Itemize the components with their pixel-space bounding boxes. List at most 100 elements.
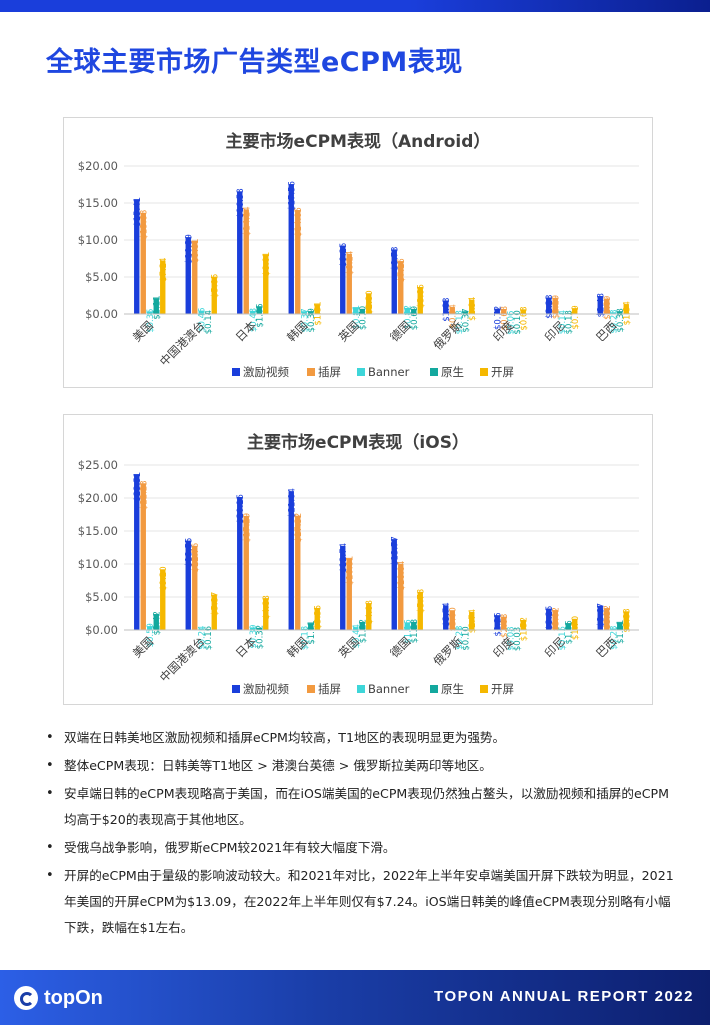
bar-原生 bbox=[411, 621, 417, 630]
data-label: $0.63 bbox=[520, 306, 530, 330]
data-label: $0.72 bbox=[494, 306, 504, 330]
data-label: $0.06 bbox=[507, 311, 517, 335]
data-label: $0.35 bbox=[146, 308, 156, 332]
bar-激励视频 bbox=[391, 249, 397, 314]
data-label: $21.04 bbox=[288, 488, 298, 518]
bar-开屏 bbox=[314, 607, 320, 630]
data-label: $17.29 bbox=[243, 513, 253, 543]
data-label: $9.81 bbox=[191, 238, 201, 262]
bar-开屏 bbox=[469, 299, 475, 314]
bar-Banner bbox=[404, 307, 410, 314]
bar-激励视频 bbox=[134, 199, 140, 314]
bar-开屏 bbox=[366, 603, 372, 630]
legend-swatch bbox=[430, 685, 438, 693]
data-label: $2.23 bbox=[545, 294, 555, 318]
data-label: $22.23 bbox=[140, 480, 150, 510]
data-label: $1.83 bbox=[442, 297, 452, 321]
bar-开屏 bbox=[572, 618, 578, 630]
bar-插屏 bbox=[140, 212, 146, 314]
legend-label: 原生 bbox=[441, 682, 464, 696]
data-label: $2.19 bbox=[552, 295, 562, 319]
bar-激励视频 bbox=[391, 539, 397, 630]
bar-插屏 bbox=[192, 545, 198, 630]
bar-Banner bbox=[147, 626, 153, 630]
bar-激励视频 bbox=[288, 491, 294, 630]
data-label: $12.74 bbox=[339, 543, 349, 573]
data-label: $16.58 bbox=[236, 188, 246, 218]
legend-label: 开屏 bbox=[491, 365, 514, 379]
bar-开屏 bbox=[366, 293, 372, 314]
bar-开屏 bbox=[263, 598, 269, 630]
bar-开屏 bbox=[211, 276, 217, 314]
data-label: $0.18 bbox=[301, 626, 311, 650]
legend-swatch bbox=[357, 368, 365, 376]
bar-激励视频 bbox=[134, 474, 140, 630]
bar-Banner bbox=[559, 312, 565, 314]
bar-Banner bbox=[198, 310, 204, 314]
data-label: $0.46 bbox=[198, 308, 208, 332]
bar-Banner bbox=[301, 628, 307, 630]
data-label: $0.23 bbox=[455, 625, 465, 649]
chart-ios: 主要市场eCPM表现（iOS） $0.00 $5.00 $10.00 $15.00 $20… bbox=[78, 432, 639, 696]
bar-激励视频 bbox=[494, 615, 500, 630]
data-label: $3.00 bbox=[449, 607, 459, 631]
data-label: $3.32 bbox=[603, 605, 613, 629]
bar-插屏 bbox=[346, 253, 352, 314]
insight-item: 开屏的eCPM由于量级的影响波动较大。和2021年对比，2022年上半年安卓端美… bbox=[44, 863, 674, 941]
data-label: $0.37 bbox=[462, 308, 472, 332]
data-label: $2.43 bbox=[597, 293, 607, 317]
bar-插屏 bbox=[449, 610, 455, 630]
bar-插屏 bbox=[552, 610, 558, 630]
bar-插屏 bbox=[449, 307, 455, 314]
data-label: $2.42 bbox=[153, 611, 163, 635]
data-label: $0.16 bbox=[204, 626, 214, 650]
bar-激励视频 bbox=[546, 608, 552, 630]
bar-原生 bbox=[565, 623, 571, 630]
data-label: $1.52 bbox=[520, 617, 530, 641]
data-label: $0.39 bbox=[307, 308, 317, 332]
data-label: $1.94 bbox=[468, 297, 478, 321]
data-label: $3.65 bbox=[417, 284, 427, 308]
data-label: $1.05 bbox=[565, 620, 575, 644]
data-label: $0.03 bbox=[513, 627, 523, 651]
bar-原生 bbox=[462, 311, 468, 314]
data-label: $0.81 bbox=[352, 305, 362, 329]
chart-panel-ios: 主要市场eCPM表现（iOS） $0.00 $5.00 $10.00 $15.00 $20… bbox=[63, 414, 653, 705]
data-label: $5.78 bbox=[417, 589, 427, 613]
bar-激励视频 bbox=[597, 605, 603, 630]
bar-激励视频 bbox=[237, 497, 243, 630]
data-label: $0.24 bbox=[198, 625, 208, 649]
data-label: $1.22 bbox=[359, 619, 369, 643]
insight-item: 受俄乌战争影响，俄罗斯eCPM较2021年有较大幅度下滑。 bbox=[44, 835, 674, 861]
y-tick-label: $15.00 bbox=[78, 524, 118, 538]
data-label: $3.35 bbox=[314, 605, 324, 629]
data-label: $13.55 bbox=[185, 538, 195, 568]
bar-插屏 bbox=[295, 515, 301, 630]
legend-label: 开屏 bbox=[491, 682, 514, 696]
bar-插屏 bbox=[398, 261, 404, 314]
bar-开屏 bbox=[572, 308, 578, 314]
data-label: $1.23 bbox=[410, 619, 420, 643]
chart-panel-android: 主要市场eCPM表现（Android） $0.00 $5.00 $10.00 $15.0… bbox=[63, 117, 653, 388]
bar-插屏 bbox=[552, 297, 558, 314]
data-label: $0.10 bbox=[462, 626, 472, 650]
legend-swatch bbox=[307, 685, 315, 693]
legend-swatch bbox=[480, 368, 488, 376]
bar-开屏 bbox=[160, 260, 166, 314]
data-label: $3.25 bbox=[545, 606, 555, 630]
data-label: $0.69 bbox=[410, 306, 420, 330]
top-accent-bar bbox=[0, 0, 710, 12]
legend-label: 插屏 bbox=[318, 365, 341, 379]
bar-Banner bbox=[610, 628, 616, 630]
data-label: $5.05 bbox=[211, 274, 221, 298]
data-label: $0.59 bbox=[146, 623, 156, 647]
data-label: $8.73 bbox=[391, 246, 401, 270]
data-label: $1.34 bbox=[623, 301, 633, 325]
data-label: $0.68 bbox=[500, 306, 510, 330]
data-label: $3.67 bbox=[597, 603, 607, 627]
topon-logo-icon bbox=[14, 986, 38, 1010]
insight-item: 双端在日韩美地区激励视频和插屏eCPM均较高，T1地区的表现明显更为强势。 bbox=[44, 725, 674, 751]
bar-插屏 bbox=[604, 298, 610, 314]
insight-item: 整体eCPM表现：日韩美等T1地区 > 港澳台英德 > 俄罗斯拉美两印等地区。 bbox=[44, 753, 674, 779]
legend-swatch bbox=[232, 685, 240, 693]
